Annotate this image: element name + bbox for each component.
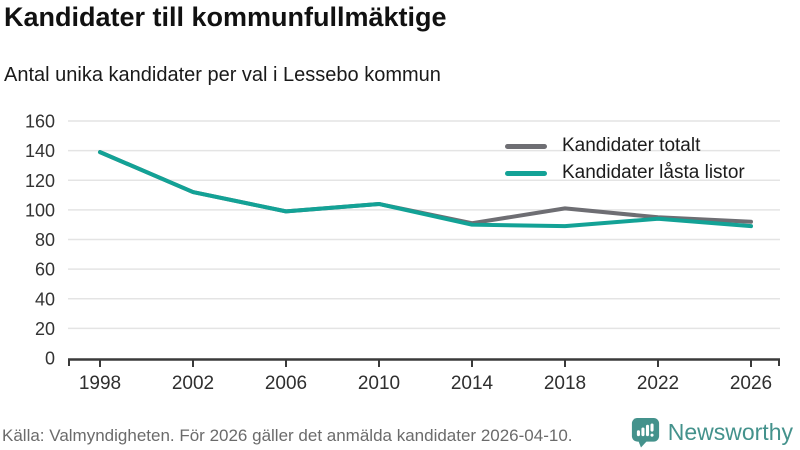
x-axis-tick-label: 2006 (265, 373, 307, 394)
source-note: Källa: Valmyndigheten. För 2026 gäller d… (2, 426, 573, 445)
legend-swatch-locked (505, 170, 547, 176)
y-axis-tick-label: 140 (25, 141, 55, 161)
y-axis-tick-label: 0 (45, 349, 55, 369)
x-axis-tick-label: 2022 (637, 373, 679, 394)
x-axis-tick-label: 2014 (451, 373, 494, 394)
x-axis-tick-label: 2026 (730, 373, 772, 394)
y-axis-tick-label: 120 (25, 171, 55, 191)
line-chart: 0 20 40 60 80 100 120 140 160 1998 2002 2006 2010 201… (0, 105, 800, 405)
chart-legend: Kandidater totalt Kandidater låsta listo… (505, 135, 745, 189)
legend-item-locked: Kandidater låsta listor (505, 162, 745, 184)
x-axis-tick-label: 1998 (79, 373, 121, 394)
y-axis-tick-label: 100 (25, 200, 55, 220)
x-axis-tick-label: 2010 (358, 373, 400, 394)
chart-subtitle: Antal unika kandidater per val i Lessebo… (4, 64, 441, 86)
brand-name: Newsworthy (667, 419, 793, 445)
x-axis-tick-label: 2018 (544, 373, 586, 394)
chart-footer: Källa: Valmyndigheten. För 2026 gäller d… (0, 417, 800, 450)
bar-chart-speech-bubble-icon (631, 418, 659, 448)
legend-swatch-total (505, 143, 547, 149)
x-axis-tick-label: 2002 (172, 373, 214, 394)
newsworthy-logo: Newsworthy (631, 417, 793, 448)
y-axis-tick-label: 60 (35, 260, 55, 280)
legend-item-total: Kandidater totalt (505, 135, 745, 157)
y-axis-tick-label: 160 (25, 112, 55, 132)
y-axis-tick-label: 80 (35, 230, 55, 250)
legend-label-locked: Kandidater låsta listor (562, 162, 745, 183)
y-axis-tick-label: 20 (35, 319, 55, 339)
series-line-1 (98, 150, 753, 229)
line-chart-svg: 0 20 40 60 80 100 120 140 160 1998 2002 2006 2010 201… (25, 112, 780, 394)
legend-label-total: Kandidater totalt (562, 135, 701, 156)
chart-title: Kandidater till kommunfullmäktige (4, 2, 447, 32)
y-axis-tick-label: 40 (35, 289, 55, 309)
